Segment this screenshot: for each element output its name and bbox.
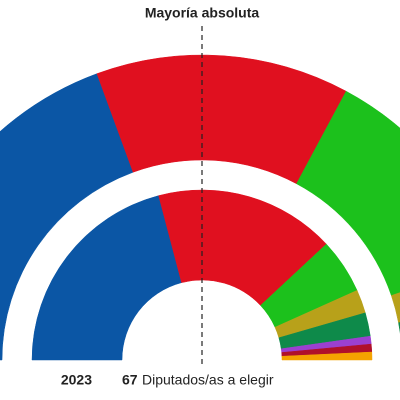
seat-segment [0,73,134,361]
seat-segment [296,90,400,296]
year-label: 2023 [61,372,92,388]
seat-segment [281,351,373,361]
seat-segment [31,195,182,361]
total-label: Diputados/as a elegir [142,372,274,388]
seat-segment [158,189,327,306]
chart-title: Mayoría absoluta [145,5,260,21]
hemicycle [0,54,400,361]
total-seats: 67 [122,372,138,388]
